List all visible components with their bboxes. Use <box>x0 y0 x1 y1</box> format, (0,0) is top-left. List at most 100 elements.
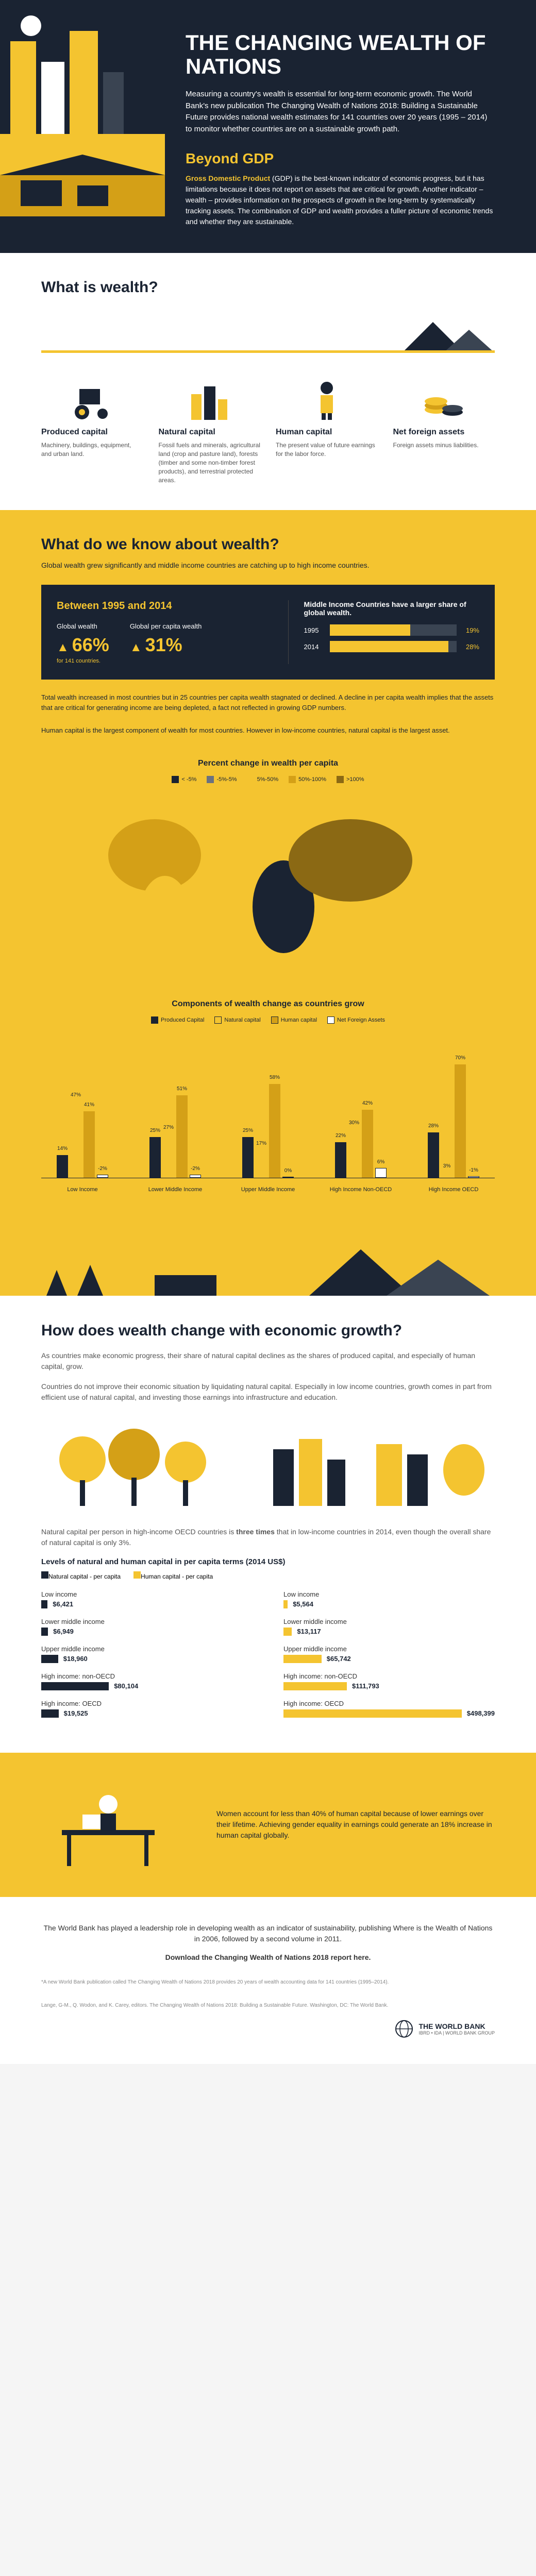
wiw-item-desc: Foreign assets minus liabilities. <box>393 441 495 450</box>
know-subtitle: Global wealth grew significantly and mid… <box>41 561 495 569</box>
comp-bars: 22%30%42%6% <box>320 1054 402 1178</box>
know-right: Middle Income Countries have a larger sh… <box>288 600 479 664</box>
comp-bar-value: 25% <box>149 1128 161 1133</box>
wiw-columns: Produced capital Machinery, buildings, e… <box>41 368 495 484</box>
legend-item: 50%-100% <box>289 776 326 783</box>
growth-title: How does wealth change with economic gro… <box>41 1321 495 1340</box>
level-value: $111,793 <box>352 1682 379 1690</box>
comp-bar: -1% <box>468 1176 479 1178</box>
level-bar-wrap: $65,742 <box>283 1655 495 1663</box>
comp-bars: 25%17%58%0% <box>227 1054 309 1178</box>
legend-item: Net Foreign Assets <box>327 1016 385 1024</box>
legend-swatch <box>207 776 214 783</box>
coins-icon <box>393 368 495 420</box>
beyond-gdp-title: Beyond GDP <box>186 150 495 167</box>
comp-group: 22%30%42%6% <box>320 1054 402 1178</box>
wiw-item-desc: The present value of future earnings for… <box>276 441 378 459</box>
comp-bar-value: -1% <box>468 1167 479 1173</box>
level-bar-wrap: $111,793 <box>283 1682 495 1690</box>
level-bar <box>283 1600 288 1608</box>
wiw-item-title: Produced capital <box>41 428 143 437</box>
footer-p1: The World Bank has played a leadership r… <box>41 1923 495 1944</box>
wiw-item-title: Natural capital <box>159 428 261 437</box>
comp-bars: 14%47%41%-2% <box>41 1054 124 1178</box>
level-label: High income: non-OECD <box>283 1672 495 1680</box>
level-label: Upper middle income <box>41 1645 253 1653</box>
comp-bar-value: 42% <box>362 1100 373 1106</box>
comp-bars: 28%3%70%-1% <box>412 1054 495 1178</box>
legend-item: Human capital - per capita <box>133 1571 213 1580</box>
level-bar <box>41 1628 48 1636</box>
levels-human-col: Low income $5,564 Lower middle income $1… <box>283 1590 495 1727</box>
levels-columns: Low income $6,421 Lower middle income $6… <box>41 1590 495 1727</box>
comp-group-label: High Income Non-OECD <box>320 1187 402 1193</box>
levels-natural-col: Low income $6,421 Lower middle income $6… <box>41 1590 253 1727</box>
comp-bar-value: 70% <box>455 1055 466 1061</box>
level-bar <box>283 1628 292 1636</box>
level-row: High income: non-OECD $80,104 <box>41 1672 253 1690</box>
bar-pct: 28% <box>466 643 479 651</box>
level-label: Upper middle income <box>283 1645 495 1653</box>
world-bank-logo: THE WORLD BANK IBRD • IDA | WORLD BANK G… <box>41 2020 495 2038</box>
comp-bar: 47% <box>70 1101 81 1178</box>
logo-sub: IBRD • IDA | WORLD BANK GROUP <box>418 2030 495 2036</box>
bar-track <box>330 624 457 636</box>
wiw-landscape-illustration <box>41 312 495 353</box>
comp-bar-value: 47% <box>70 1092 81 1098</box>
level-bar-wrap: $6,421 <box>41 1600 253 1608</box>
know-stats: Global wealth ▲66% for 141 countries. Gl… <box>57 622 267 664</box>
level-value: $18,960 <box>63 1655 88 1663</box>
legend-swatch <box>247 776 255 783</box>
know-para-1: Total wealth increased in most countries… <box>41 692 495 713</box>
level-bar <box>283 1655 322 1663</box>
comp-bar: -2% <box>190 1175 201 1178</box>
growth-section: How does wealth change with economic gro… <box>0 1296 536 1753</box>
level-bar-wrap: $498,399 <box>283 1709 495 1718</box>
download-link[interactable]: Download the Changing Wealth of Nations … <box>41 1952 495 1963</box>
map-section: Percent change in wealth per capita < -5… <box>41 749 495 984</box>
level-row: High income: OECD $19,525 <box>41 1700 253 1718</box>
level-row: Low income $6,421 <box>41 1590 253 1608</box>
comp-group: 25%17%58%0% <box>227 1054 309 1178</box>
comp-bar: 3% <box>441 1173 453 1177</box>
what-is-wealth-section: What is wealth? Produced capital Machine… <box>0 253 536 510</box>
legend-item: Natural capital - per capita <box>41 1571 121 1580</box>
level-value: $65,742 <box>327 1655 351 1663</box>
mic-bar-chart: 1995 19% 2014 28% <box>304 624 479 652</box>
comp-bar: 0% <box>282 1177 294 1178</box>
level-row: Low income $5,564 <box>283 1590 495 1608</box>
map-legend: < -5%-5%-5%5%-50%50%-100%>100% <box>41 776 495 783</box>
growth-p2: Countries do not improve their economic … <box>41 1381 495 1403</box>
know-about-wealth-section: What do we know about wealth? Global wea… <box>0 510 536 1234</box>
level-bar-wrap: $5,564 <box>283 1600 495 1608</box>
world-map-icon <box>62 793 474 974</box>
main-title: THE CHANGING WEALTH OF NATIONS <box>186 31 495 78</box>
level-row: Lower middle income $13,117 <box>283 1618 495 1636</box>
legend-item: Human capital <box>271 1016 317 1024</box>
landscape-icon <box>41 312 495 353</box>
intro-text: Measuring a country's wealth is essentia… <box>186 89 495 135</box>
know-stats-box: Between 1995 and 2014 Global wealth ▲66%… <box>41 585 495 680</box>
gw-note: for 141 countries. <box>57 658 109 664</box>
bar-pct: 19% <box>466 626 479 634</box>
logo-text: THE WORLD BANK <box>418 2022 495 2030</box>
legend-item: 5%-50% <box>247 776 279 783</box>
comp-bar: 41% <box>83 1111 95 1178</box>
comp-bars: 25%27%51%-2% <box>134 1054 216 1178</box>
mountains-trees-icon <box>0 1234 536 1296</box>
know-left: Between 1995 and 2014 Global wealth ▲66%… <box>57 600 267 664</box>
wiw-item-desc: Machinery, buildings, equipment, and urb… <box>41 441 143 459</box>
comp-group-label: Upper Middle Income <box>227 1187 309 1193</box>
levels-title: Levels of natural and human capital in p… <box>41 1557 495 1566</box>
components-section: Components of wealth change as countries… <box>41 984 495 1208</box>
level-bar <box>41 1655 58 1663</box>
growth-p1: As countries make economic progress, the… <box>41 1350 495 1372</box>
comp-bar-value: -2% <box>97 1166 108 1172</box>
comp-bar: 25% <box>242 1137 254 1178</box>
level-bar <box>41 1600 47 1608</box>
level-row: Upper middle income $18,960 <box>41 1645 253 1663</box>
level-label: Lower middle income <box>283 1618 495 1625</box>
growth-illustration <box>41 1418 495 1511</box>
legend-swatch <box>133 1571 141 1579</box>
level-bar-wrap: $80,104 <box>41 1682 253 1690</box>
